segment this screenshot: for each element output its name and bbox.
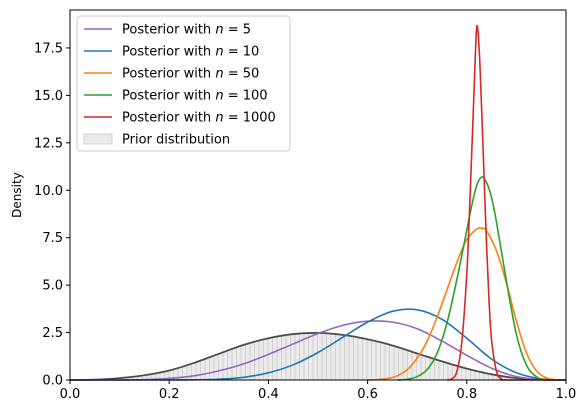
y-tick-label: 17.5	[34, 41, 63, 56]
legend-label-4: Posterior with n = 1000	[122, 111, 276, 126]
series-line-3	[397, 176, 567, 381]
legend-label-0: Posterior with n = 5	[122, 23, 251, 38]
x-tick-label: 1.0	[556, 387, 577, 402]
y-tick-label: 15.0	[34, 89, 63, 104]
y-tick-label: 7.5	[42, 231, 63, 246]
y-axis: 0.0 2.5 5.0 7.5 10.0 12.5 15.0 17.5	[34, 41, 70, 389]
x-tick-label: 0.6	[357, 387, 378, 402]
legend: Posterior with n = 5 Posterior with n = 1…	[76, 15, 291, 152]
legend-label-prior: Prior distribution	[122, 133, 230, 148]
series-line-4	[446, 24, 566, 381]
y-tick-label: 5.0	[42, 279, 63, 294]
legend-label-3: Posterior with n = 100	[122, 89, 268, 104]
legend-label-2: Posterior with n = 50	[122, 67, 259, 82]
y-tick-label: 12.5	[34, 136, 63, 151]
prior-area	[70, 332, 566, 380]
y-axis-label: Density	[10, 172, 24, 218]
y-tick-label: 2.5	[42, 326, 63, 341]
x-tick-label: 0.2	[159, 387, 180, 402]
y-tick-label: 10.0	[34, 184, 63, 199]
x-axis: 0.0 0.2 0.4 0.6 0.8 1.0	[60, 380, 577, 402]
legend-box	[76, 15, 291, 152]
x-tick-label: 0.0	[60, 387, 81, 402]
y-tick-label: 0.0	[42, 374, 63, 389]
legend-swatch-prior	[83, 133, 113, 145]
plot-frame	[69, 9, 567, 381]
x-tick-label: 0.4	[258, 387, 279, 402]
legend-label-1: Posterior with n = 10	[122, 45, 259, 60]
series-line-2	[367, 227, 567, 381]
x-tick-label: 0.8	[456, 387, 477, 402]
